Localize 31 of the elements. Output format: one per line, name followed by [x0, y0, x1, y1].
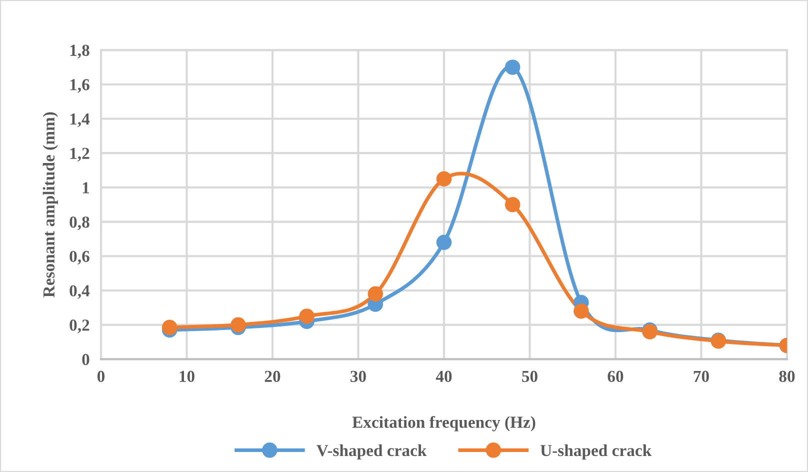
x-tick-label: 60: [608, 370, 624, 382]
point: [436, 171, 452, 186]
point: [504, 60, 520, 75]
y-axis-title: Resonant amplitude (mm): [42, 112, 58, 298]
x-tick-label: 20: [264, 370, 280, 382]
x-tick-label: 40: [436, 370, 452, 382]
point: [368, 286, 384, 302]
point: [299, 308, 314, 324]
point: [230, 317, 246, 332]
x-axis-title: Excitation frequency (Hz): [352, 416, 536, 432]
y-tick-label: 0,8: [70, 216, 90, 230]
y-tick-label: 0,4: [70, 285, 90, 299]
point: [574, 303, 589, 319]
y-tick-label: 1,4: [70, 114, 90, 128]
y-tick-label: 1,8: [70, 44, 90, 58]
y-tick-label: 0,2: [70, 320, 90, 334]
x-tick-label: 10: [180, 370, 194, 382]
x-tick-label: 30: [350, 370, 366, 382]
legend-label: U-shaped crack: [540, 444, 652, 460]
y-tick-label: 0,6: [70, 250, 90, 264]
x-tick-label: 50: [522, 370, 538, 382]
legend-label: V-shaped crack: [316, 444, 427, 460]
y-tick-label: 0: [82, 354, 90, 366]
point: [436, 234, 452, 250]
y-tick-label: 1,6: [70, 79, 90, 93]
x-tick-label: 70: [694, 370, 709, 382]
y-tick-label: 1: [82, 182, 90, 194]
x-tick-label: 80: [779, 370, 795, 382]
y-tick-label: 1,2: [70, 148, 90, 162]
x-tick-label: 0: [97, 370, 105, 382]
point: [504, 196, 520, 212]
